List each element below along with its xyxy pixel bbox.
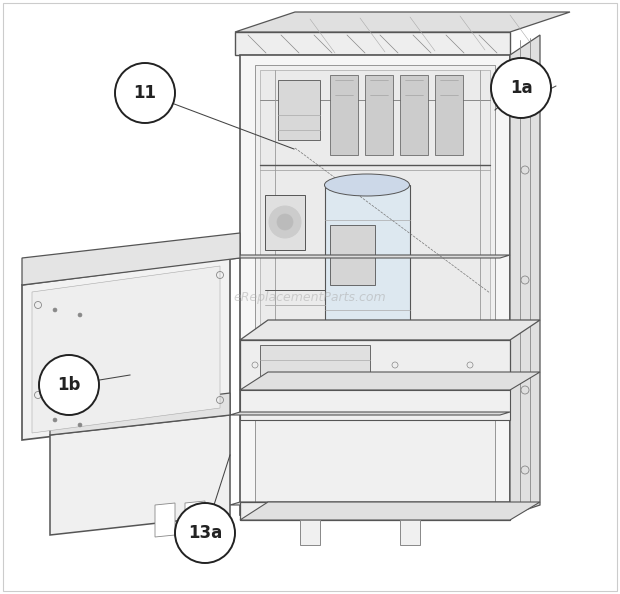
- Polygon shape: [365, 75, 393, 155]
- Polygon shape: [265, 195, 305, 250]
- Circle shape: [277, 214, 293, 230]
- Polygon shape: [510, 35, 540, 515]
- Polygon shape: [330, 75, 358, 155]
- Circle shape: [53, 418, 57, 422]
- Polygon shape: [240, 502, 510, 520]
- Polygon shape: [435, 75, 463, 155]
- Polygon shape: [300, 520, 320, 545]
- Circle shape: [269, 206, 301, 238]
- Polygon shape: [325, 185, 410, 335]
- Polygon shape: [240, 340, 510, 390]
- Circle shape: [115, 63, 175, 123]
- Polygon shape: [278, 80, 320, 140]
- Polygon shape: [240, 390, 510, 420]
- Polygon shape: [260, 70, 490, 330]
- Polygon shape: [22, 233, 240, 285]
- Text: 1a: 1a: [510, 79, 533, 97]
- Polygon shape: [240, 502, 540, 520]
- Text: eReplacementParts.com: eReplacementParts.com: [234, 290, 386, 304]
- Circle shape: [175, 503, 235, 563]
- Polygon shape: [330, 225, 375, 285]
- Polygon shape: [230, 502, 510, 505]
- Polygon shape: [400, 75, 428, 155]
- Circle shape: [78, 423, 82, 427]
- Polygon shape: [50, 415, 230, 535]
- Polygon shape: [230, 412, 510, 415]
- Polygon shape: [155, 503, 175, 537]
- Polygon shape: [22, 258, 230, 440]
- Ellipse shape: [324, 174, 409, 196]
- Polygon shape: [230, 255, 510, 258]
- Polygon shape: [235, 12, 570, 32]
- Polygon shape: [240, 55, 510, 515]
- Polygon shape: [235, 32, 510, 55]
- Circle shape: [78, 313, 82, 317]
- Polygon shape: [260, 345, 370, 385]
- Polygon shape: [32, 266, 220, 433]
- Polygon shape: [400, 520, 420, 545]
- Text: 11: 11: [133, 84, 156, 102]
- Polygon shape: [255, 65, 495, 505]
- Text: 1b: 1b: [57, 376, 81, 394]
- Circle shape: [491, 58, 551, 118]
- Polygon shape: [50, 393, 230, 435]
- Polygon shape: [240, 320, 540, 340]
- Circle shape: [39, 355, 99, 415]
- Polygon shape: [185, 501, 205, 535]
- Text: 13a: 13a: [188, 524, 222, 542]
- Circle shape: [53, 308, 57, 312]
- Polygon shape: [240, 372, 540, 390]
